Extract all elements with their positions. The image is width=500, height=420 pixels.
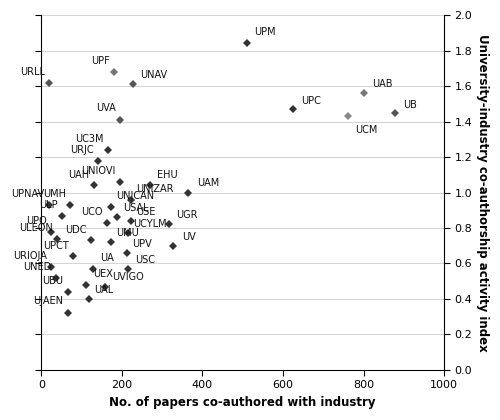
Text: URLL: URLL	[20, 67, 46, 77]
Text: UBU: UBU	[42, 276, 64, 286]
Text: UVA: UVA	[96, 103, 116, 113]
Text: USAL: USAL	[122, 203, 148, 213]
Text: UA: UA	[100, 253, 114, 263]
Text: UCM: UCM	[355, 125, 378, 134]
Text: UPNAV: UPNAV	[12, 189, 44, 200]
Text: ULP: ULP	[40, 200, 58, 210]
Text: ULEON: ULEON	[19, 223, 52, 233]
Y-axis label: University-industry co-authorship activity index: University-industry co-authorship activi…	[476, 34, 489, 352]
Text: UNED: UNED	[23, 262, 52, 272]
Text: UPM: UPM	[254, 26, 276, 37]
Text: UMU: UMU	[116, 228, 139, 238]
Text: UDC: UDC	[65, 225, 86, 235]
Text: UB: UB	[404, 100, 417, 110]
Text: UNIOVI: UNIOVI	[82, 166, 116, 176]
Text: UMH: UMH	[44, 189, 66, 200]
Text: URIOJA: URIOJA	[14, 252, 48, 262]
Text: UEX: UEX	[92, 269, 112, 279]
Text: USC: USC	[135, 255, 155, 265]
Text: UAB: UAB	[372, 79, 392, 89]
Text: USE: USE	[136, 207, 156, 217]
Text: UNAV: UNAV	[140, 70, 168, 80]
Text: UCO: UCO	[81, 207, 102, 217]
Text: UPV: UPV	[132, 239, 152, 249]
X-axis label: No. of papers co-authored with industry: No. of papers co-authored with industry	[110, 396, 376, 409]
Text: UGR: UGR	[176, 210, 198, 220]
Text: UV: UV	[182, 231, 196, 241]
Text: UAM: UAM	[196, 178, 219, 188]
Text: UPC: UPC	[302, 96, 322, 106]
Text: UCYLM: UCYLM	[134, 219, 167, 229]
Text: UPO: UPO	[26, 216, 48, 226]
Text: EHU: EHU	[157, 170, 178, 180]
Text: UAH: UAH	[68, 170, 89, 180]
Text: UVIGO: UVIGO	[112, 273, 144, 282]
Text: URJC: URJC	[70, 145, 94, 155]
Text: UC3M: UC3M	[75, 134, 104, 144]
Text: UNICAN: UNICAN	[116, 191, 154, 201]
Text: UPF: UPF	[91, 56, 110, 66]
Text: UPCT: UPCT	[43, 241, 68, 251]
Text: UAL: UAL	[94, 285, 114, 295]
Text: UNIZAR: UNIZAR	[136, 184, 174, 194]
Text: UJAEN: UJAEN	[34, 296, 64, 306]
